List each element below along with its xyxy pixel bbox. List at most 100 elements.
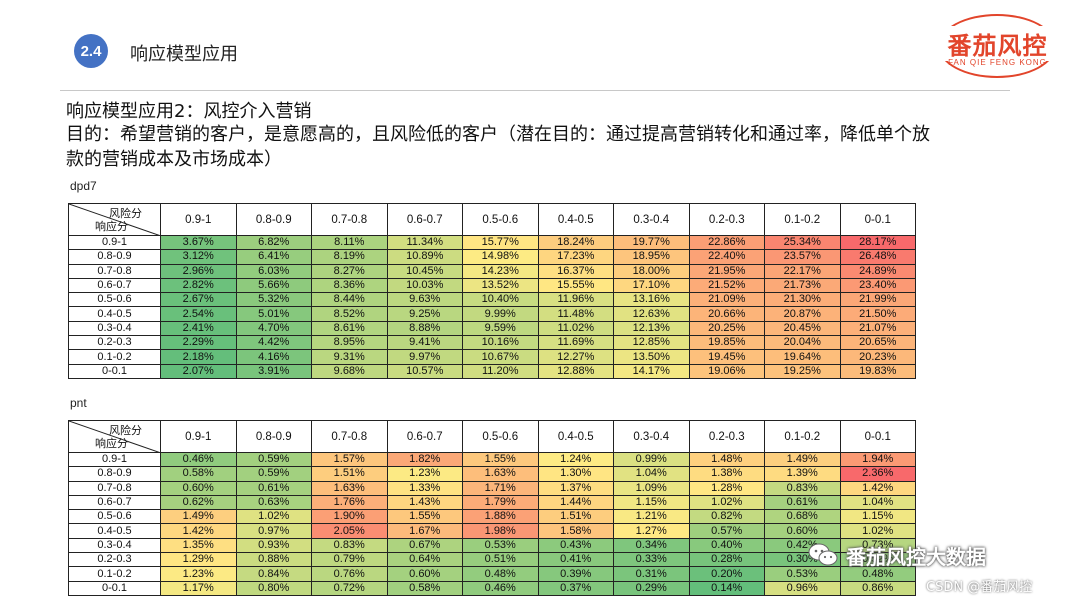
row-header: 0.8-0.9 [68,249,161,265]
heatmap-cell: 20.23% [839,349,916,365]
heatmap-cell: 1.67% [386,523,463,539]
heatmap-cell: 1.23% [160,566,237,582]
heatmap-cell: 1.49% [764,451,841,468]
heatmap-cell: 21.95% [688,263,765,279]
row-header: 0.1-0.2 [68,349,161,365]
heatmap-cell: 1.55% [462,451,539,468]
column-header: 0-0.1 [839,203,916,236]
heatmap-cell: 1.51% [311,466,388,482]
table-row: 0-0.1 2.07% 3.91% 9.68% 10.57% 11.20% 12.88% 14… [68,363,916,379]
heatmap-cell: 23.57% [764,249,841,265]
heatmap-cell: 2.54% [160,306,237,322]
heatmap-cell: 8.52% [311,306,388,322]
heatmap-cell: 5.32% [235,292,312,308]
heatmap-cell: 15.55% [537,277,614,294]
heatmap-cell: 21.30% [764,292,841,308]
heatmap-cell: 1.79% [462,494,539,511]
heatmap-cell: 21.09% [688,292,765,308]
heatmap-cell: 10.89% [386,249,463,265]
heatmap-cell: 14.17% [613,363,690,379]
heatmap-cell: 0.62% [160,494,237,511]
heatmap-cell: 21.07% [839,320,916,337]
heatmap-cell: 1.63% [311,480,388,496]
heatmap-cell: 12.88% [537,363,614,379]
heatmap-cell: 1.37% [537,480,614,496]
table-row: 0.8-0.9 3.12% 6.41% 8.19% 10.89% 14.98% 17.23%… [68,249,916,265]
heatmap-cell: 1.21% [613,509,690,525]
heatmap-cell: 0.60% [160,480,237,496]
heatmap-cell: 11.20% [462,363,539,379]
heatmap-cell: 21.50% [839,306,916,322]
table-label-dpd7: dpd7 [70,179,97,193]
table-label-pnt: pnt [70,396,87,410]
heatmap-cell: 10.57% [386,363,463,379]
heatmap-cell: 0.88% [235,552,312,568]
heatmap-cell: 19.77% [613,234,690,251]
row-header: 0-0.1 [68,363,161,379]
column-header: 0.6-0.7 [386,420,463,453]
heatmap-cell: 1.35% [160,537,237,554]
heatmap-cell: 1.48% [688,451,765,468]
heatmap-cell: 0.84% [235,566,312,582]
heatmap-cell: 9.59% [462,320,539,337]
heatmap-cell: 1.29% [160,552,237,568]
heatmap-cell: 21.52% [688,277,765,294]
heatmap-cell: 0.57% [688,523,765,539]
heatmap-cell: 0.73% [839,537,916,554]
heatmap-cell: 1.88% [462,509,539,525]
table-row: 0.6-0.7 0.62% 0.63% 1.76% 1.43% 1.79% 1.44% 1.1… [68,494,916,511]
column-header: 0.2-0.3 [688,203,765,236]
heatmap-cell: 0.58% [160,466,237,482]
table-row: 0.8-0.9 0.58% 0.59% 1.51% 1.23% 1.63% 1.30% 1.0… [68,466,916,482]
column-header: 0.3-0.4 [613,203,690,236]
heatmap-cell: 1.04% [839,494,916,511]
heatmap-cell: 0.83% [764,480,841,496]
column-header: 0.7-0.8 [311,420,388,453]
heatmap-cell: 0.14% [688,580,765,596]
heatmap-cell: 0.61% [764,494,841,511]
heatmap-cell: 10.67% [462,349,539,365]
corner-risk-label: 风险分 [109,208,142,220]
logo-text: 番茄风控 [930,26,1065,61]
row-header: 0.7-0.8 [68,480,161,496]
heatmap-cell: 11.34% [386,234,463,251]
column-header: 0.9-1 [160,420,237,453]
row-header: 0.4-0.5 [68,523,161,539]
heatmap-cell: 0.72% [311,580,388,596]
table-row: 0.3-0.4 1.35% 0.93% 0.83% 0.67% 0.53% 0.43% 0.3… [68,537,916,554]
heatmap-cell: 9.97% [386,349,463,365]
heatmap-cell: 0.59% [235,451,312,468]
heatmap-cell: 10.16% [462,335,539,351]
heatmap-cell: 19.06% [688,363,765,379]
column-header: 0.1-0.2 [764,420,841,453]
heatmap-cell: 0.34% [613,537,690,554]
heatmap-cell: 0.48% [462,566,539,582]
heatmap-cell: 1.51% [537,509,614,525]
heatmap-cell: 0.53% [462,537,539,554]
heatmap-cell: 9.41% [386,335,463,351]
heatmap-cell: 2.18% [160,349,237,365]
heatmap-cell: 19.45% [688,349,765,365]
row-header: 0.5-0.6 [68,509,161,525]
heatmap-cell: 1.39% [764,466,841,482]
heatmap-cell: 18.00% [613,263,690,279]
heatmap-cell: 1.24% [537,451,614,468]
heatmap-cell: 0.76% [311,566,388,582]
heatmap-cell: 9.25% [386,306,463,322]
heatmap-cell: 1.44% [537,494,614,511]
table-row: 0.7-0.8 2.96% 6.03% 8.27% 10.45% 14.23% 16.37%… [68,263,916,279]
heatmap-cell: 0.64% [386,552,463,568]
heatmap-cell: 20.87% [764,306,841,322]
column-header: 0.8-0.9 [235,420,312,453]
heatmap-table-pnt: 风险分 响应分 0.9-1 0.8-0.9 0.7-0.8 0.6-0.7 0.5-0.6 0… [68,420,916,596]
heatmap-cell: 0.61% [235,480,312,496]
heatmap-cell: 20.65% [839,335,916,351]
heatmap-cell: 17.23% [537,249,614,265]
heatmap-cell: 1.90% [311,509,388,525]
column-header: 0.8-0.9 [235,203,312,236]
table-row: 0.3-0.4 2.41% 4.70% 8.61% 8.88% 9.59% 11.02% 12… [68,320,916,337]
heatmap-cell: 2.29% [160,335,237,351]
heatmap-table-dpd7: 风险分 响应分 0.9-1 0.8-0.9 0.7-0.8 0.6-0.7 0.5-0.6 0… [68,203,916,379]
heatmap-cell: 5.01% [235,306,312,322]
heatmap-cell: 8.11% [311,234,388,251]
